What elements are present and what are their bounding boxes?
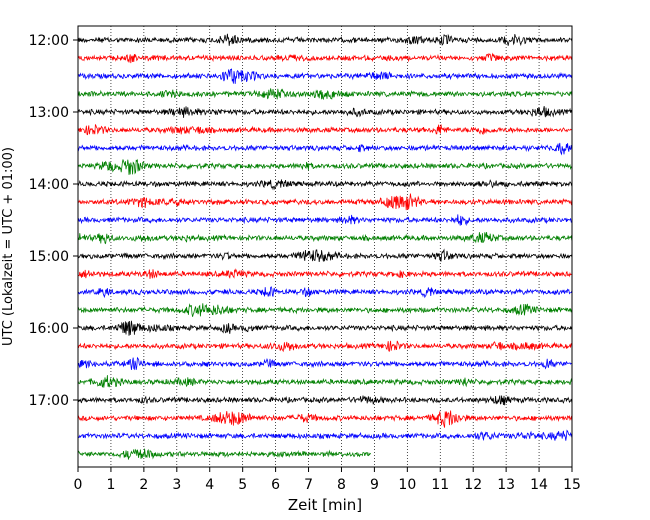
x-tick-label: 3 (172, 477, 181, 493)
x-tick-label: 2 (139, 477, 148, 493)
x-tick-label: 11 (431, 477, 449, 493)
trace-1445 (77, 232, 573, 245)
trace-1745 (77, 448, 372, 460)
trace-1600 (77, 320, 573, 336)
trace-1715 (77, 410, 573, 428)
trace-1430 (77, 214, 572, 226)
trace-1315 (77, 124, 573, 136)
trace-1245 (77, 88, 573, 100)
y-tick-label: 13:00 (29, 105, 69, 121)
y-tick-label: 15:00 (29, 249, 69, 265)
trace-1345 (77, 158, 573, 175)
x-tick-label: 5 (238, 477, 247, 493)
trace-1645 (77, 375, 573, 388)
trace-1545 (77, 303, 573, 317)
trace-1630 (77, 356, 573, 371)
x-axis-title: Zeit [min] (288, 496, 362, 514)
trace-1415 (77, 193, 573, 211)
trace-1300 (77, 106, 573, 118)
trace-1215 (77, 52, 573, 64)
trace-1615 (77, 340, 573, 353)
x-tick-label: 13 (497, 477, 515, 493)
trace-1515 (77, 268, 572, 279)
x-axis: 0 1 2 3 4 5 6 7 8 9 10 11 12 13 14 15 (74, 467, 581, 493)
x-tick-label: 6 (271, 477, 280, 493)
x-tick-label: 15 (563, 477, 581, 493)
trace-1700 (77, 395, 573, 406)
y-tick-label: 12:00 (29, 33, 69, 49)
y-axis: 12:00 13:00 14:00 15:00 16:00 17:00 (29, 33, 78, 409)
x-tick-label: 4 (205, 477, 214, 493)
trace-1230 (77, 68, 573, 84)
x-tick-label: 10 (398, 477, 416, 493)
traces (77, 33, 573, 460)
y-tick-label: 14:00 (29, 177, 69, 193)
x-tick-label: 14 (530, 477, 548, 493)
x-tick-label: 8 (337, 477, 346, 493)
x-tick-label: 7 (304, 477, 313, 493)
y-tick-label: 17:00 (29, 393, 69, 409)
x-tick-label: 1 (106, 477, 115, 493)
trace-1730 (77, 429, 573, 442)
x-tick-label: 9 (370, 477, 379, 493)
trace-1200 (77, 33, 573, 47)
trace-1330 (77, 142, 573, 156)
x-tick-label: 0 (74, 477, 83, 493)
y-axis-title: UTC (Lokalzeit = UTC + 01:00) (1, 147, 16, 346)
plot-frame (77, 25, 573, 468)
trace-1500 (77, 248, 573, 262)
x-tick-label: 12 (464, 477, 482, 493)
trace-1530 (77, 286, 573, 299)
trace-1400 (77, 179, 573, 191)
y-tick-label: 16:00 (29, 321, 69, 337)
